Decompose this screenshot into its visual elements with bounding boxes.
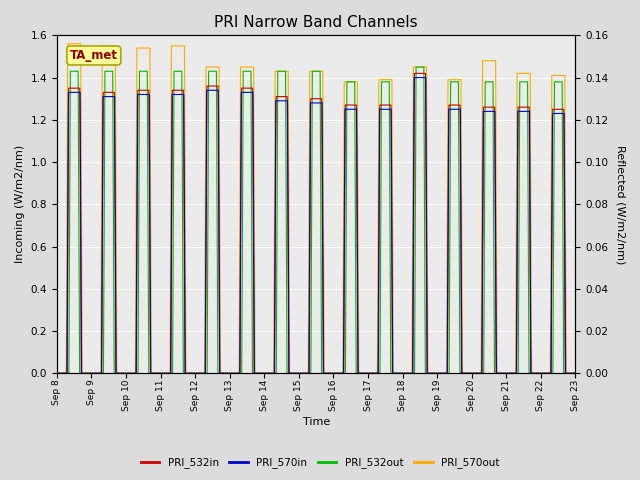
X-axis label: Time: Time — [303, 417, 330, 427]
Y-axis label: Incoming (W/m2/nm): Incoming (W/m2/nm) — [15, 145, 25, 264]
Title: PRI Narrow Band Channels: PRI Narrow Band Channels — [214, 15, 418, 30]
Text: TA_met: TA_met — [70, 49, 118, 62]
Legend: PRI_532in, PRI_570in, PRI_532out, PRI_570out: PRI_532in, PRI_570in, PRI_532out, PRI_57… — [136, 453, 504, 472]
Y-axis label: Reflected (W/m2/nm): Reflected (W/m2/nm) — [615, 144, 625, 264]
